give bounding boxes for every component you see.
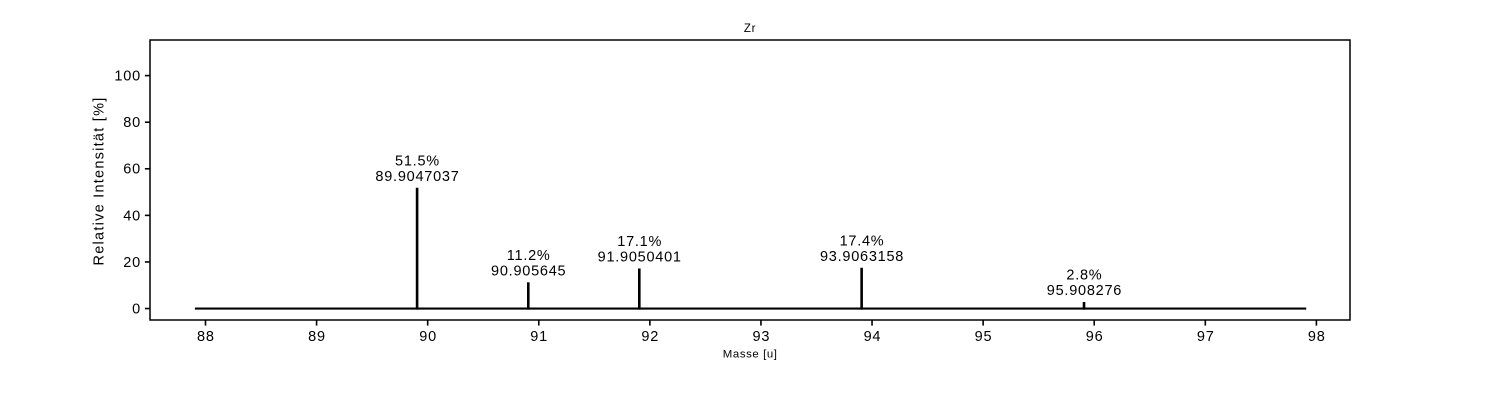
svg-text:100: 100 xyxy=(114,69,141,85)
svg-text:80: 80 xyxy=(123,115,141,131)
svg-text:95.908276: 95.908276 xyxy=(1047,283,1122,299)
svg-text:17.1%: 17.1% xyxy=(617,234,662,250)
svg-text:Masse [u]: Masse [u] xyxy=(723,349,778,361)
svg-text:Zr: Zr xyxy=(744,23,756,35)
svg-text:91.9050401: 91.9050401 xyxy=(598,249,682,265)
svg-text:95: 95 xyxy=(975,329,993,345)
svg-text:93.9063158: 93.9063158 xyxy=(820,249,904,265)
svg-text:51.5%: 51.5% xyxy=(395,153,440,169)
svg-text:90.905645: 90.905645 xyxy=(491,263,566,279)
svg-text:88: 88 xyxy=(197,329,215,345)
svg-text:93: 93 xyxy=(752,329,770,345)
svg-text:0: 0 xyxy=(132,301,141,317)
svg-text:40: 40 xyxy=(123,208,141,224)
svg-text:92: 92 xyxy=(641,329,659,345)
svg-text:97: 97 xyxy=(1197,329,1215,345)
svg-text:20: 20 xyxy=(123,255,141,271)
svg-text:17.4%: 17.4% xyxy=(840,233,885,249)
svg-text:Relative Intensität [%]: Relative Intensität [%] xyxy=(92,97,108,266)
svg-text:96: 96 xyxy=(1086,329,1104,345)
svg-text:89.9047037: 89.9047037 xyxy=(375,169,459,185)
svg-text:89: 89 xyxy=(308,329,326,345)
svg-text:11.2%: 11.2% xyxy=(507,248,551,264)
svg-text:90: 90 xyxy=(419,329,437,345)
svg-text:60: 60 xyxy=(123,162,141,178)
svg-text:2.8%: 2.8% xyxy=(1066,268,1102,284)
svg-text:98: 98 xyxy=(1308,329,1326,345)
svg-text:94: 94 xyxy=(864,329,882,345)
svg-text:91: 91 xyxy=(530,329,548,345)
